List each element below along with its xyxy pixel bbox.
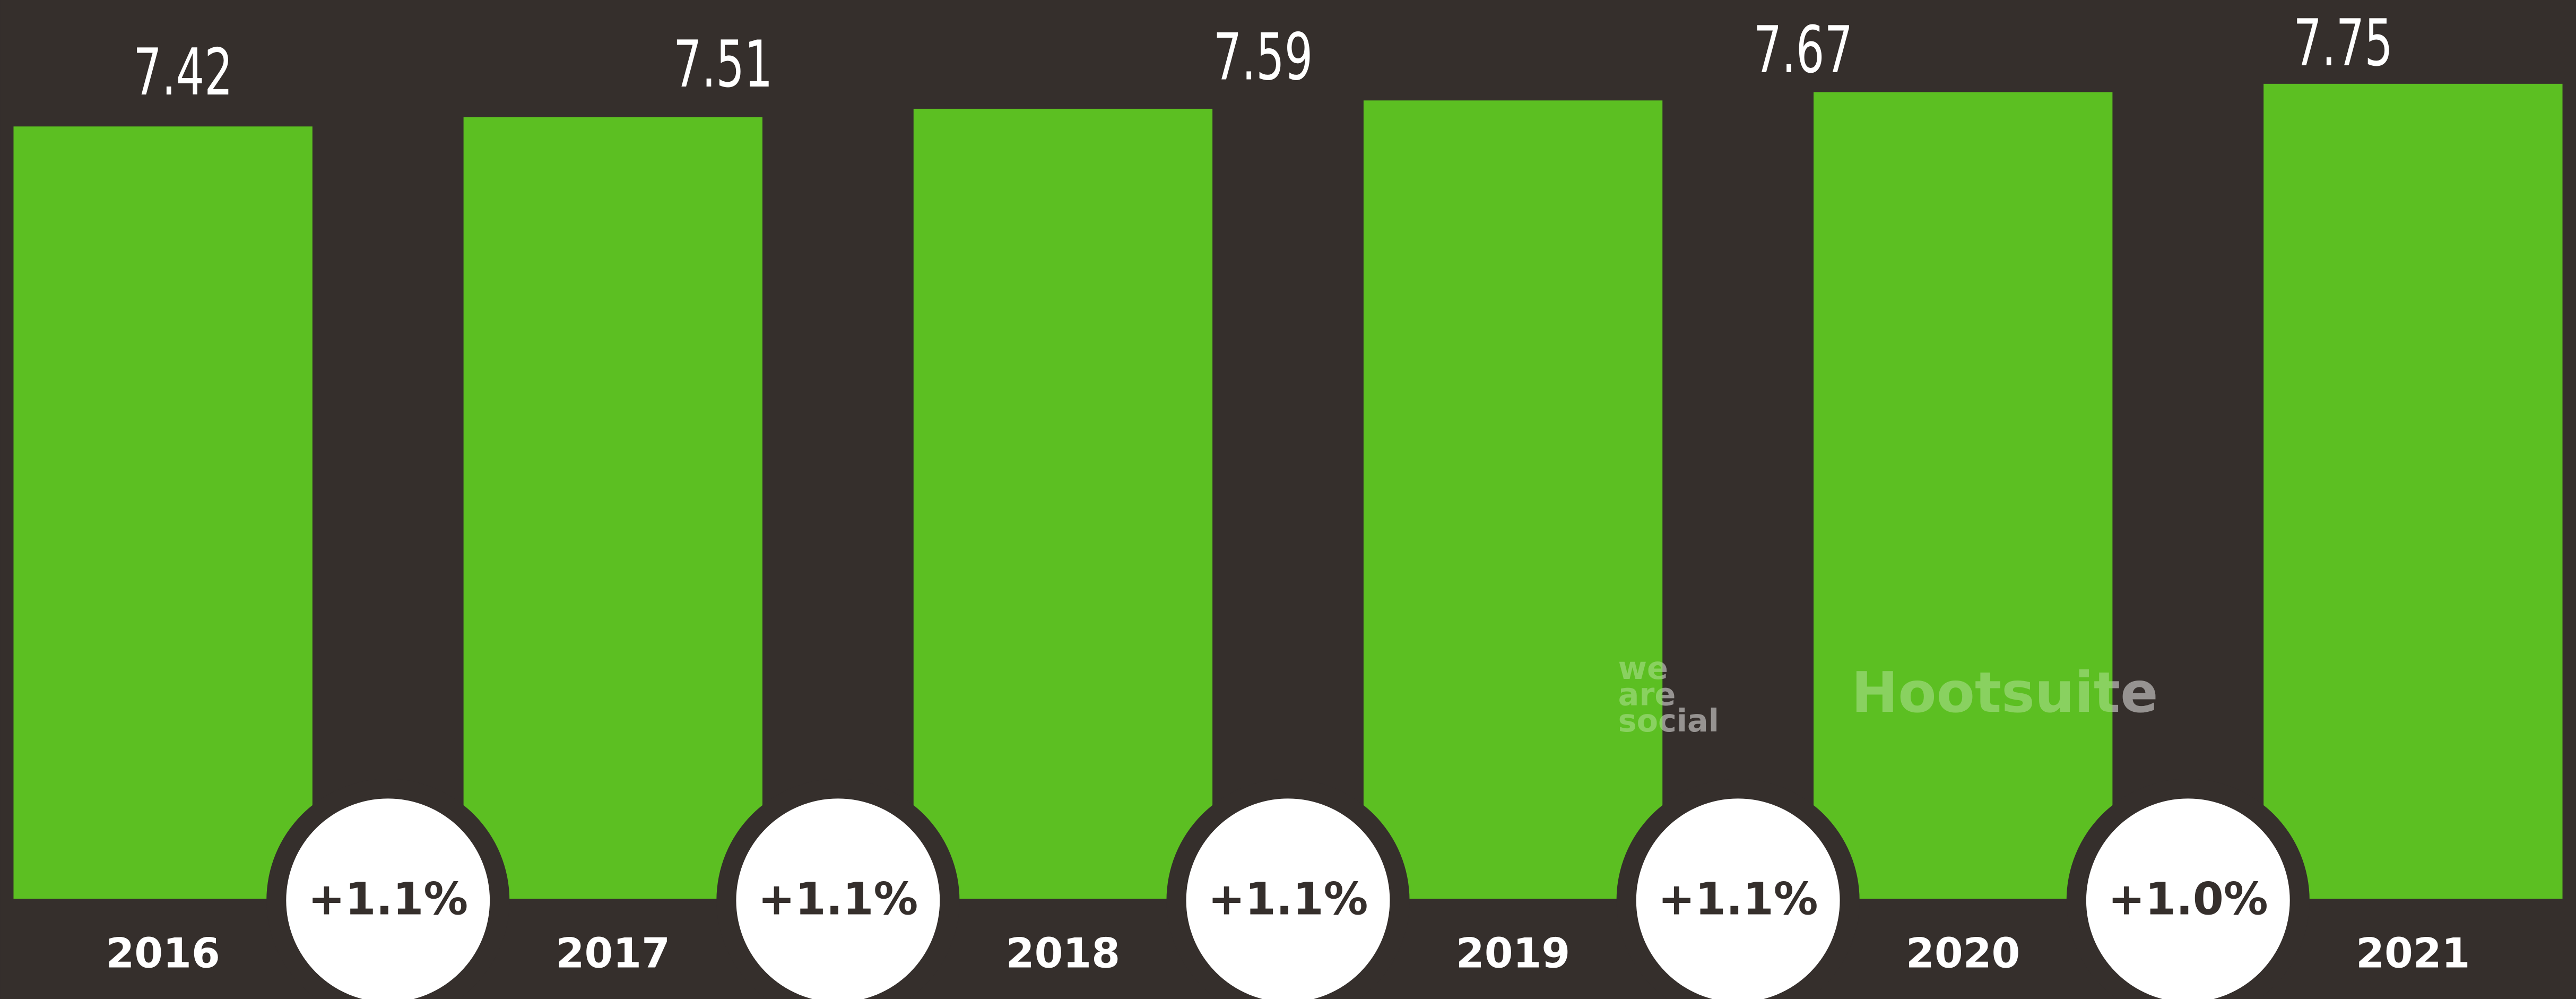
value-label: 7.75	[2293, 5, 2392, 81]
growth-label: +1.1%	[1208, 873, 1368, 925]
value-label: 7.51	[673, 27, 773, 102]
bar	[2263, 83, 2563, 899]
bar	[913, 108, 1213, 899]
x-tick-label: 2017	[556, 930, 670, 978]
bar	[463, 117, 762, 899]
x-tick-label: 2018	[1006, 930, 1120, 978]
growth-label: +1.1%	[1658, 873, 1818, 925]
growth-label: +1.1%	[758, 873, 918, 925]
x-tick-label: 2021	[2356, 930, 2470, 978]
x-tick-label: 2020	[1906, 930, 2020, 978]
value-label: 7.42	[133, 35, 232, 110]
brand-agency: we	[1618, 650, 1668, 686]
value-label: 7.67	[1754, 13, 1853, 88]
brand-partner: Hootsuite	[1851, 660, 2158, 725]
brand-agency: social	[1618, 702, 1719, 739]
bar	[1814, 92, 2113, 899]
brand-agency: are	[1618, 676, 1676, 713]
x-tick-label: 2019	[1456, 930, 1570, 978]
growth-badge	[1186, 798, 1390, 999]
growth-badge	[286, 798, 490, 999]
growth-badge	[1636, 798, 1840, 999]
bar	[13, 126, 313, 899]
growth-badge	[736, 798, 940, 999]
growth-badge	[2086, 798, 2290, 999]
bar	[1363, 100, 1663, 899]
x-tick-label: 2016	[106, 930, 220, 978]
value-label: 7.59	[1213, 20, 1313, 95]
growth-label: +1.0%	[2108, 873, 2268, 925]
growth-label: +1.1%	[308, 873, 468, 925]
